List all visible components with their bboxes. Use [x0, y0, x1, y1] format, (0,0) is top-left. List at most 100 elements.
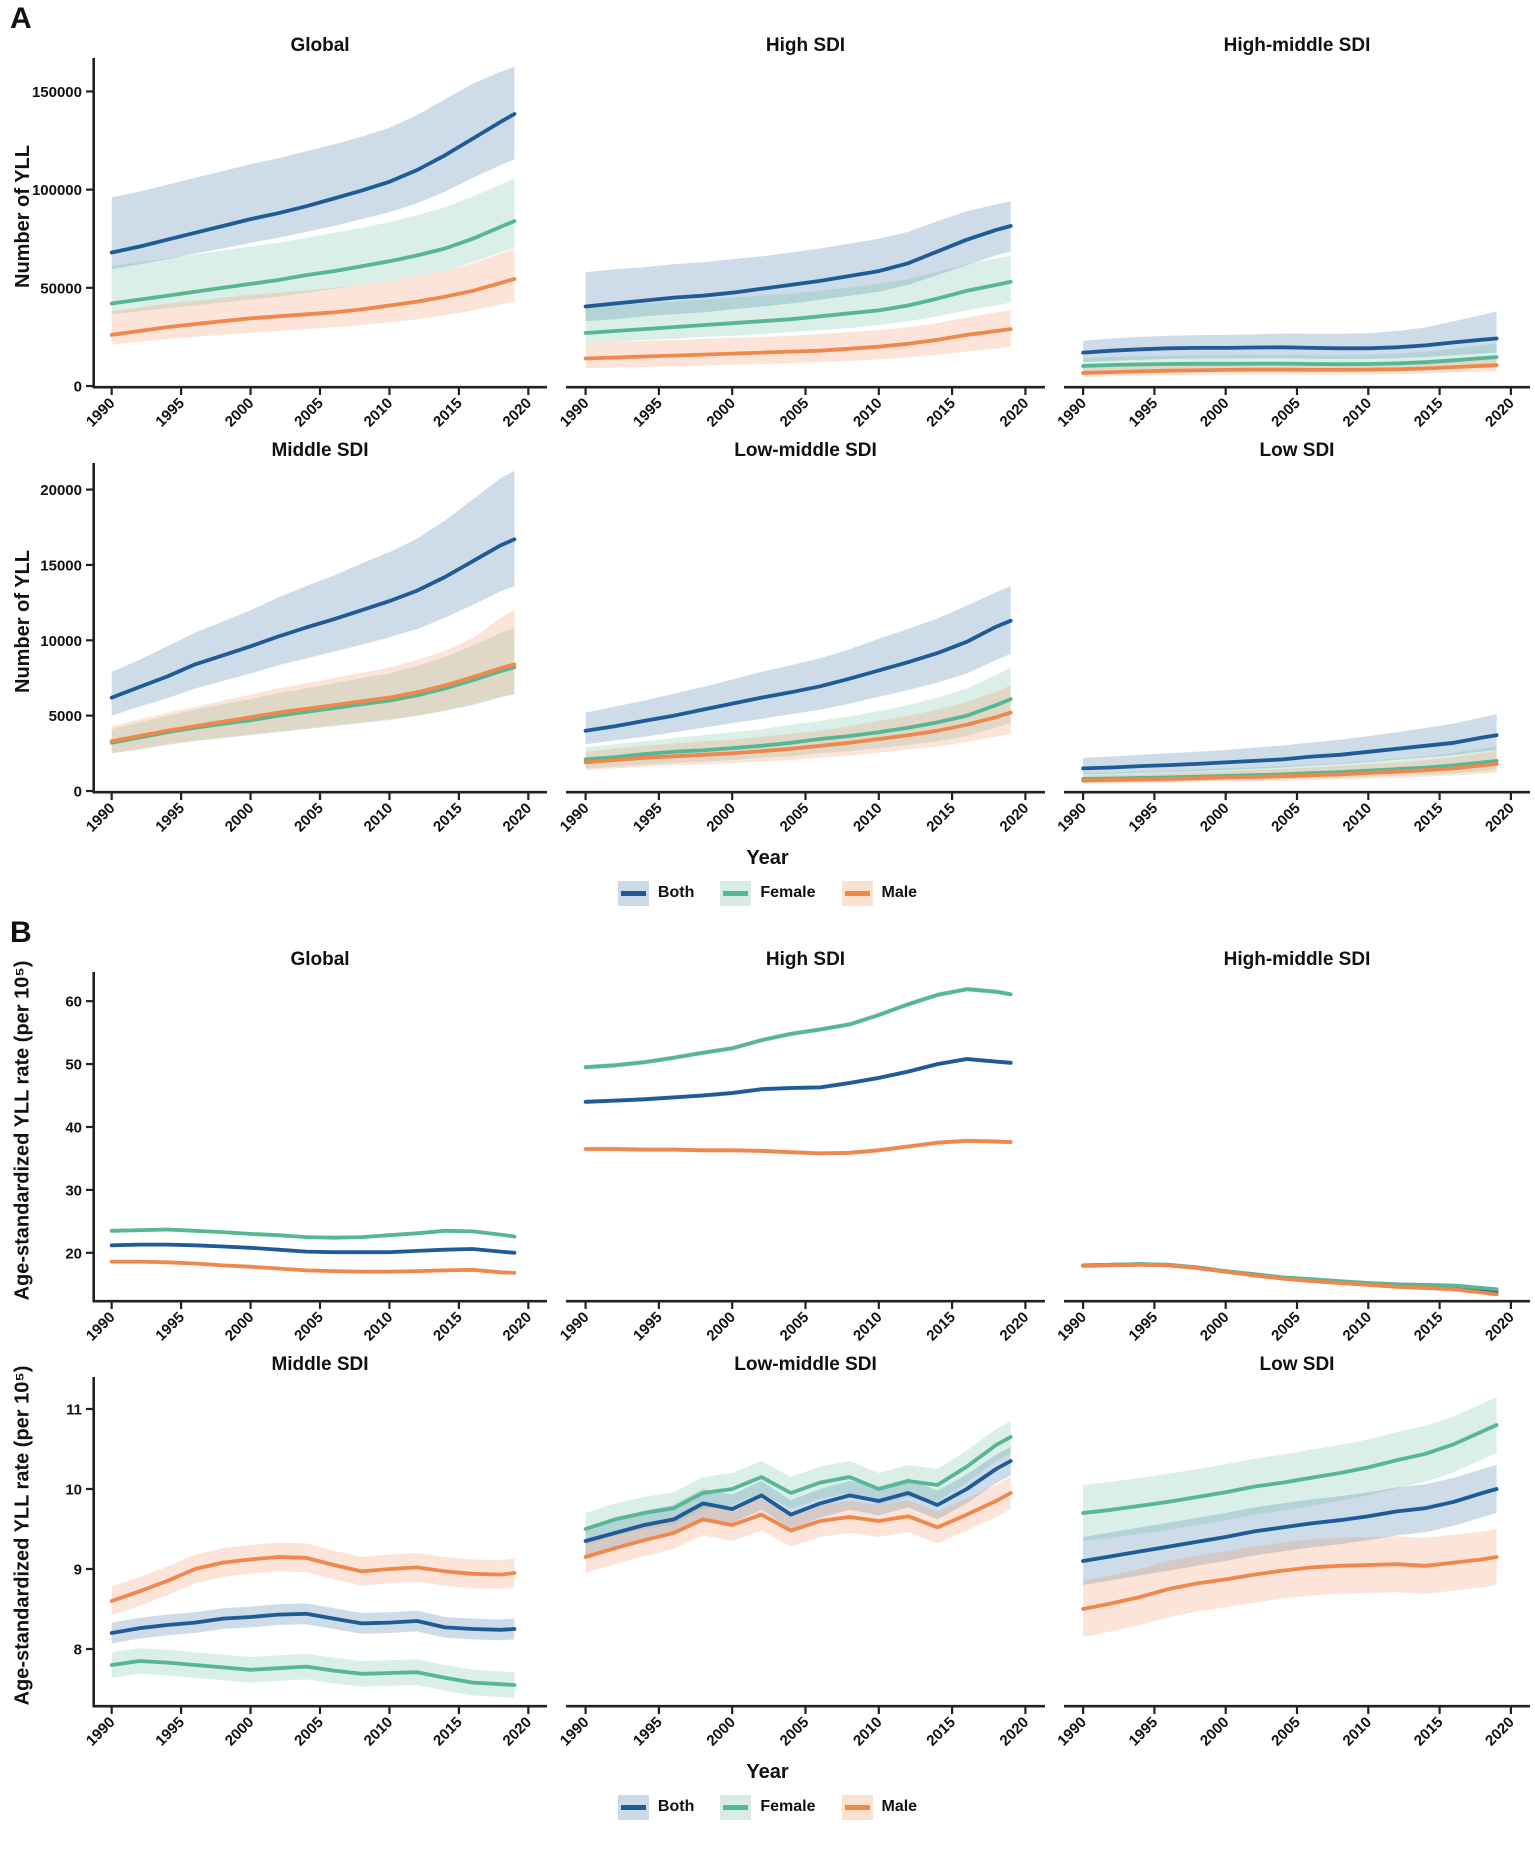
- band-male: [585, 1477, 1011, 1573]
- band-male: [111, 610, 515, 754]
- x-tick-label: 1990: [1054, 395, 1090, 431]
- line-male: [1081, 1555, 1499, 1611]
- y-tick-label: 50: [65, 1057, 82, 1074]
- y-tick-label: 40: [65, 1119, 82, 1136]
- line-both: [583, 224, 1013, 309]
- legend-swatch-icon: [617, 1794, 649, 1820]
- x-tick-label: 2000: [1197, 395, 1233, 431]
- y-tick-label: 11: [66, 1402, 82, 1419]
- line-male: [1081, 1262, 1499, 1297]
- x-tick-label: 2010: [850, 395, 886, 431]
- x-tick-label: 2015: [430, 800, 466, 836]
- y-tick-label: 20: [65, 1245, 82, 1262]
- x-tick-label: 2015: [923, 800, 959, 836]
- band-both: [585, 586, 1011, 745]
- legend-line-icon: [620, 890, 646, 896]
- x-tick-label: 1990: [557, 395, 593, 431]
- x-tick-label: 2000: [1197, 800, 1233, 836]
- chart-title: Global: [290, 35, 349, 56]
- y-tick-label: 10: [65, 1482, 82, 1499]
- x-tick-label: 2005: [291, 395, 327, 431]
- y-tick-label: 0: [74, 379, 82, 396]
- line-male: [109, 662, 517, 744]
- chart-title: High-middle SDI: [1224, 35, 1371, 56]
- x-tick-label: 2000: [222, 800, 258, 836]
- x-tick-label: 1995: [1126, 800, 1162, 836]
- x-tick-label: 2015: [1411, 395, 1447, 431]
- x-tick-label: 2000: [703, 395, 739, 431]
- legend-a: Both Female Male: [0, 872, 1535, 914]
- y-tick-label: 0: [74, 784, 82, 801]
- chart-row-svg: 1990 1995 2000 2005 2010 2015 2020 0 5000 10000 15…: [40, 440, 1530, 836]
- y-tick-label: 150000: [32, 84, 82, 101]
- legend-label: Female: [760, 1798, 816, 1815]
- legend-label: Both: [657, 884, 695, 901]
- chart-title: Low-middle SDI: [734, 440, 877, 461]
- line-both: [109, 112, 517, 255]
- legend-b: Both Female Male: [0, 1786, 1535, 1828]
- y-tick-label: 15000: [40, 557, 82, 574]
- chart-title: Low-middle SDI: [734, 1354, 877, 1375]
- legend-item-female: Female: [720, 880, 816, 906]
- x-tick-label: 1995: [630, 1714, 666, 1750]
- line-both: [583, 618, 1013, 733]
- x-tick-label: 1995: [152, 1714, 188, 1750]
- chart-title: High-middle SDI: [1224, 949, 1371, 970]
- legend-item-male: Male: [841, 880, 918, 906]
- x-tick-label: 2005: [777, 1309, 813, 1345]
- x-tick-label: 2020: [997, 1714, 1033, 1750]
- y-tick-label: 20000: [40, 482, 82, 499]
- legend-label: Male: [881, 884, 918, 901]
- line-male: [583, 1491, 1013, 1559]
- band-both: [111, 66, 515, 270]
- y-tick-label: 9: [74, 1562, 82, 1579]
- chart-title: Middle SDI: [271, 1354, 368, 1375]
- line-female: [1081, 355, 1499, 368]
- x-tick-label: 2015: [1411, 1309, 1447, 1345]
- y-tick-label: 10000: [40, 633, 82, 650]
- x-tick-label: 2000: [222, 395, 258, 431]
- x-tick-label: 2010: [850, 1309, 886, 1345]
- x-tick-label: 2020: [1482, 800, 1518, 836]
- x-tick-label: 1995: [630, 1309, 666, 1345]
- x-tick-label: 1990: [557, 1714, 593, 1750]
- x-tick-label: 2015: [1411, 1714, 1447, 1750]
- legend-line-icon: [723, 890, 749, 896]
- y-tick-label: 100000: [32, 182, 82, 199]
- line-female: [583, 280, 1013, 335]
- x-tick-label: 2005: [1268, 800, 1304, 836]
- x-tick-label: 2010: [1340, 395, 1376, 431]
- x-tick-label: 2005: [1268, 1309, 1304, 1345]
- band-female: [585, 986, 1011, 1070]
- x-tick-label: 2010: [361, 395, 397, 431]
- x-tick-label: 1990: [83, 395, 119, 431]
- legend-item-both: Both: [617, 1794, 694, 1820]
- line-male: [1081, 762, 1499, 783]
- line-female: [109, 1659, 517, 1687]
- panel-a-row-2: Number of YLL 1990 1995 2000 2005 2010 2015 20…: [0, 439, 1535, 844]
- line-male: [1081, 363, 1499, 375]
- x-tick-label: 2005: [777, 800, 813, 836]
- line-male: [583, 327, 1013, 361]
- x-tick-label: 1990: [83, 1714, 119, 1750]
- line-male: [583, 1138, 1013, 1156]
- band-male: [1083, 1529, 1497, 1637]
- x-tick-label: 1990: [1054, 1309, 1090, 1345]
- chart-row-svg: 1990 1995 2000 2005 2010 2015 2020 8 9 10 11 Middle…: [65, 1354, 1530, 1750]
- x-tick-label: 2000: [703, 800, 739, 836]
- x-tick-label: 1995: [630, 800, 666, 836]
- x-tick-label: 1995: [152, 800, 188, 836]
- line-female: [1081, 1262, 1499, 1292]
- panel-a-row-1: Number of YLL 1990 1995 2000 2005 2010 2015 20…: [0, 34, 1535, 439]
- chart-title: Low SDI: [1260, 1354, 1335, 1375]
- x-tick-label: 2000: [222, 1714, 258, 1750]
- line-both: [1081, 733, 1499, 771]
- x-tick-label: 2020: [500, 1714, 536, 1750]
- x-tick-label: 2005: [1268, 395, 1304, 431]
- x-tick-label: 2015: [430, 395, 466, 431]
- band-female: [585, 1421, 1011, 1545]
- x-tick-label: 2010: [850, 1714, 886, 1750]
- x-tick-label: 2000: [222, 1309, 258, 1345]
- x-tick-label: 2020: [997, 395, 1033, 431]
